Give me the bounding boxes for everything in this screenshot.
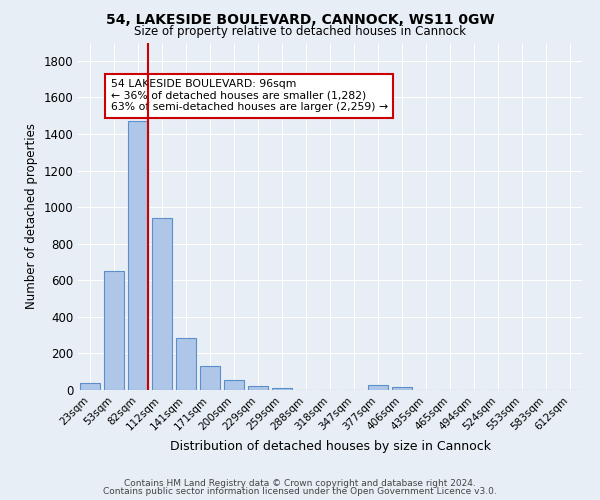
Text: Contains HM Land Registry data © Crown copyright and database right 2024.: Contains HM Land Registry data © Crown c… [124, 478, 476, 488]
Text: 54, LAKESIDE BOULEVARD, CANNOCK, WS11 0GW: 54, LAKESIDE BOULEVARD, CANNOCK, WS11 0G… [106, 12, 494, 26]
Bar [248, 386, 268, 390]
Text: 54 LAKESIDE BOULEVARD: 96sqm
← 36% of detached houses are smaller (1,282)
63% of: 54 LAKESIDE BOULEVARD: 96sqm ← 36% of de… [111, 79, 388, 112]
Bar [200, 366, 220, 390]
Text: Contains public sector information licensed under the Open Government Licence v3: Contains public sector information licen… [103, 487, 497, 496]
Bar [128, 121, 148, 390]
Y-axis label: Number of detached properties: Number of detached properties [25, 123, 38, 309]
Bar [392, 388, 412, 390]
Bar [176, 338, 196, 390]
Bar [104, 272, 124, 390]
X-axis label: Distribution of detached houses by size in Cannock: Distribution of detached houses by size … [170, 440, 491, 453]
Bar [272, 388, 292, 390]
Bar [368, 386, 388, 390]
Bar [152, 218, 172, 390]
Bar [80, 383, 100, 390]
Text: Size of property relative to detached houses in Cannock: Size of property relative to detached ho… [134, 25, 466, 38]
Bar [224, 380, 244, 390]
